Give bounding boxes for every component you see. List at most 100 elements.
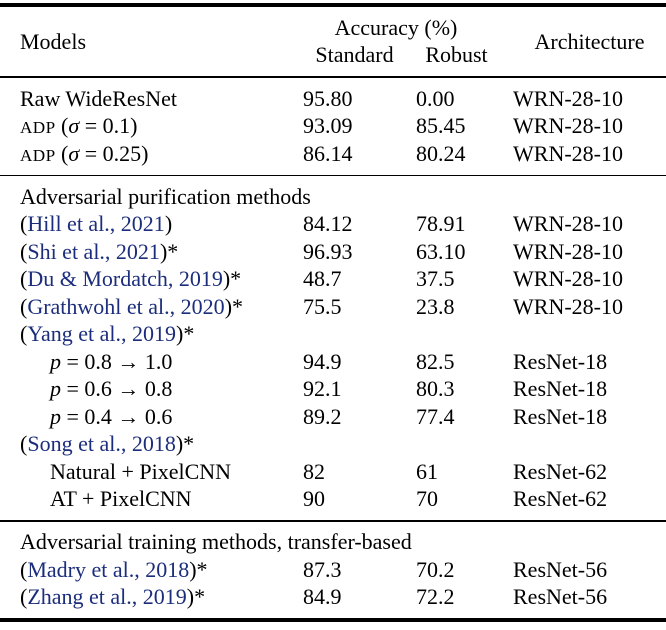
smallcaps-text: ADP: [20, 145, 56, 165]
table-row-hill: (Hill et al., 2021) 84.12 78.91 WRN-28-1…: [0, 211, 666, 239]
header-robust: Robust: [425, 42, 488, 67]
robust-value: 23.8: [416, 293, 455, 319]
robust-value: 77.4: [416, 403, 455, 429]
section-rule: [0, 520, 666, 522]
architecture-value: WRN-28-10: [513, 140, 623, 166]
header-accuracy-group: Accuracy (%) Standard Robust: [303, 15, 513, 68]
architecture-value: ResNet-56: [513, 556, 608, 582]
top-rule: [0, 3, 666, 7]
paren-open: (: [20, 556, 28, 582]
robust-value: 63.10: [416, 238, 466, 264]
header-architecture: Architecture: [534, 28, 645, 54]
purification-block: Adversarial purification methods (Hill e…: [0, 176, 666, 520]
architecture-value: ResNet-18: [513, 348, 608, 374]
sigma-symbol: σ: [68, 140, 80, 166]
header-models: Models: [20, 28, 86, 54]
architecture-value: ResNet-56: [513, 584, 608, 610]
table-row-du-mordatch: (Du & Mordatch, 2019)* 48.7 37.5 WRN-28-…: [0, 266, 666, 294]
section-title: Adversarial purification methods: [20, 183, 311, 209]
table-row-shi: (Shi et al., 2021)* 96.93 63.10 WRN-28-1…: [0, 238, 666, 266]
paren-close: )*: [224, 293, 244, 319]
table-row-p06: p = 0.6 → 0.8 92.1 80.3 ResNet-18: [0, 376, 666, 404]
architecture-value: WRN-28-10: [513, 211, 623, 237]
paren-open: (: [20, 238, 28, 264]
citation-link[interactable]: Shi et al., 2021: [27, 238, 160, 264]
standard-value: 96.93: [303, 238, 353, 264]
model-label: (Zhang et al., 2019)*: [20, 584, 303, 610]
model-text: = 0.6 → 0.8: [61, 376, 173, 402]
sigma-symbol: σ: [68, 113, 80, 139]
training-block: Adversarial training methods, transfer-b…: [0, 522, 666, 619]
citation-link[interactable]: Song et al., 2018: [27, 431, 176, 457]
robust-value: 85.45: [416, 113, 466, 139]
model-label: (Madry et al., 2018)*: [20, 557, 303, 583]
paren-close: )*: [189, 556, 208, 582]
table-row-adp-01: ADP (σ = 0.1) 93.09 85.45 WRN-28-10: [0, 113, 666, 141]
paren-open: (: [20, 293, 28, 319]
paren-close: )*: [159, 238, 179, 264]
table-row-grathwohl: (Grathwohl et al., 2020)* 75.5 23.8 WRN-…: [0, 293, 666, 321]
model-text: (: [55, 140, 69, 166]
baseline-block: Raw WideResNet 95.80 0.00 WRN-28-10 ADP …: [0, 78, 666, 175]
table-row-raw-wideresnet: Raw WideResNet 95.80 0.00 WRN-28-10: [0, 85, 666, 113]
table-header: Models Accuracy (%) Standard Robust Arch…: [0, 7, 666, 76]
robust-value: 72.2: [416, 584, 455, 610]
table-row-yang: (Yang et al., 2019)*: [0, 321, 666, 349]
paren-open: (: [20, 431, 28, 457]
standard-value: 90: [303, 486, 325, 512]
model-label: (Du & Mordatch, 2019)*: [20, 266, 303, 292]
architecture-value: WRN-28-10: [513, 85, 623, 111]
table-row-natural-pixelcnn: Natural + PixelCNN 82 61 ResNet-62: [0, 458, 666, 486]
robust-value: 70.2: [416, 556, 455, 582]
standard-value: 86.14: [303, 140, 353, 166]
model-label: AT + PixelCNN: [50, 486, 192, 512]
model-label: (Hill et al., 2021): [20, 211, 303, 237]
table-row-song: (Song et al., 2018)*: [0, 431, 666, 459]
model-text: (: [55, 113, 69, 139]
p-variable: p: [50, 403, 61, 429]
robust-value: 61: [416, 458, 438, 484]
robust-value: 0.00: [416, 85, 455, 111]
section-header-row: Adversarial purification methods: [0, 183, 666, 211]
model-text: Raw WideResNet: [20, 85, 177, 111]
architecture-value: ResNet-62: [513, 486, 608, 512]
standard-value: 87.3: [303, 556, 342, 582]
architecture-value: WRN-28-10: [513, 113, 623, 139]
table-row-at-pixelcnn: AT + PixelCNN 90 70 ResNet-62: [0, 486, 666, 514]
robust-value: 80.24: [416, 140, 466, 166]
model-label: (Yang et al., 2019)*: [20, 321, 303, 347]
standard-value: 92.1: [303, 376, 342, 402]
standard-value: 84.9: [303, 584, 342, 610]
standard-value: 94.9: [303, 348, 342, 374]
robust-value: 80.3: [416, 376, 455, 402]
citation-link[interactable]: Hill et al., 2021: [27, 211, 165, 237]
citation-link[interactable]: Yang et al., 2019: [27, 321, 177, 347]
section-title: Adversarial training methods, transfer-b…: [20, 529, 412, 555]
model-text: = 0.1): [79, 113, 138, 139]
paren-close: )*: [222, 266, 242, 292]
citation-link[interactable]: Zhang et al., 2019: [27, 584, 187, 610]
model-label: Raw WideResNet: [20, 86, 303, 112]
standard-value: 82: [303, 458, 325, 484]
standard-value: 84.12: [303, 211, 353, 237]
section-rule: [0, 174, 666, 177]
citation-link[interactable]: Madry et al., 2018: [27, 556, 190, 582]
table-row-madry: (Madry et al., 2018)* 87.3 70.2 ResNet-5…: [0, 556, 666, 584]
standard-value: 93.09: [303, 113, 353, 139]
citation-link[interactable]: Grathwohl et al., 2020: [27, 293, 225, 319]
architecture-value: WRN-28-10: [513, 266, 623, 292]
header-rule: [0, 76, 666, 78]
model-label: (Shi et al., 2021)*: [20, 239, 303, 265]
architecture-value: ResNet-18: [513, 376, 608, 402]
robust-value: 37.5: [416, 266, 455, 292]
model-label: ADP (σ = 0.1): [20, 113, 303, 139]
architecture-value: ResNet-62: [513, 458, 608, 484]
robust-value: 82.5: [416, 348, 455, 374]
p-variable: p: [50, 376, 61, 402]
model-label: (Grathwohl et al., 2020)*: [20, 294, 303, 320]
p-variable: p: [50, 348, 61, 374]
architecture-value: ResNet-18: [513, 403, 608, 429]
standard-value: 95.80: [303, 85, 353, 111]
citation-link[interactable]: Du & Mordatch, 2019: [27, 266, 223, 292]
